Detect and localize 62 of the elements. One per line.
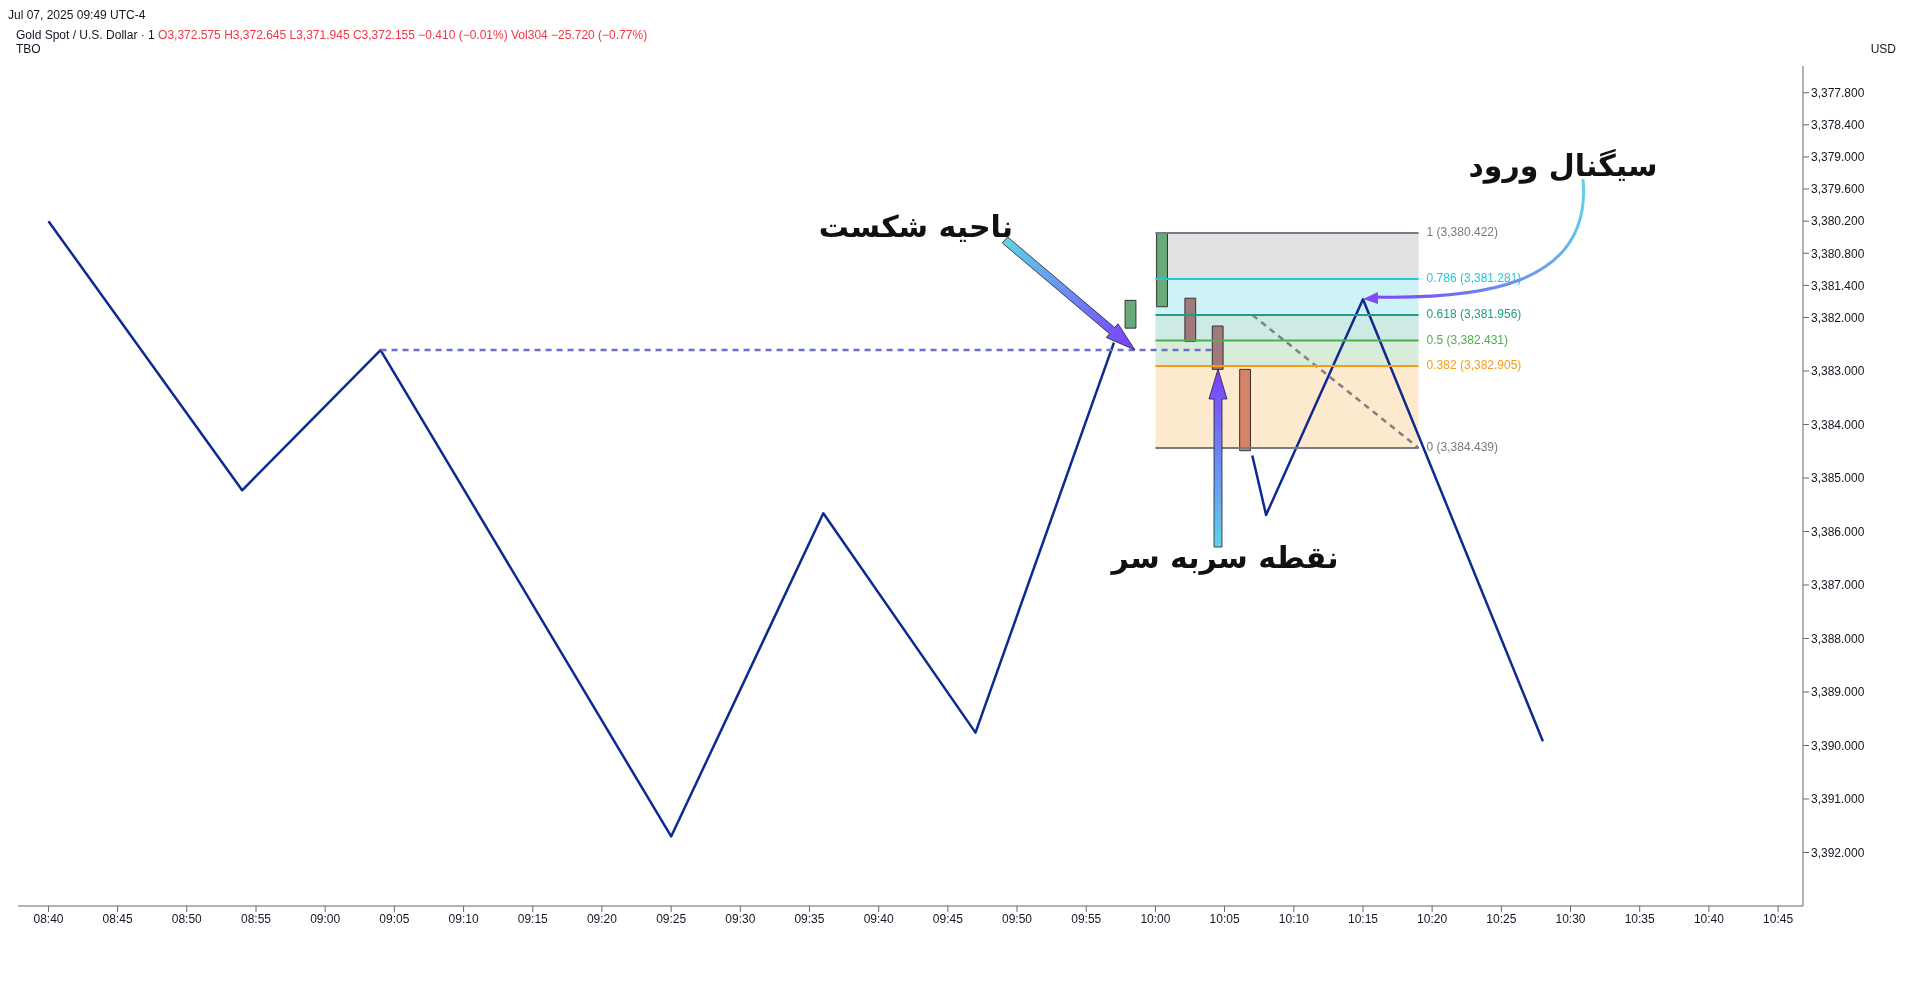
- series-label: 1 (3,380.422): [1426, 225, 1498, 240]
- x-tick-label: 08:55: [241, 911, 272, 926]
- y-tick-label: 3,378.400: [1811, 118, 1865, 133]
- series-label: 0.786 (3,381.281): [1426, 271, 1522, 286]
- chart-subtitle: O3,372.575 H3,372.645 L3,371.945 C3,372.155 −0.410 (−0.01%) Vol304 −25.720 (−0.77%): [158, 28, 648, 42]
- y-tick-label: 3,389.000: [1811, 685, 1865, 700]
- x-tick-label: 09:40: [863, 911, 895, 926]
- y-tick-label: 3,377.800: [1811, 86, 1865, 101]
- x-tick-label: 09:20: [586, 911, 618, 926]
- x-tick-label: 08:40: [33, 911, 64, 926]
- x-tick-label: 10:10: [1278, 911, 1310, 926]
- x-tick-label: 09:35: [794, 911, 825, 926]
- series-label: 0.618 (3,381.956): [1426, 307, 1522, 322]
- series-label: 0.5 (3,382.431): [1426, 332, 1509, 347]
- x-tick-label: 08:45: [102, 911, 133, 926]
- x-tick-label: 10:25: [1486, 911, 1517, 926]
- x-tick-label: 08:50: [171, 911, 203, 926]
- x-tick-label: 09:25: [656, 911, 687, 926]
- y-tick-label: 3,385.000: [1811, 471, 1865, 486]
- x-tick-label: 09:10: [448, 911, 479, 926]
- x-tick-label: 10:20: [1417, 911, 1448, 926]
- series-label: 0.382 (3,382.905): [1426, 358, 1522, 373]
- x-tick-label: 09:15: [517, 911, 549, 926]
- y-tick-label: 3,384.000: [1811, 417, 1865, 432]
- x-tick-label: 10:35: [1624, 911, 1656, 926]
- text: TBO: [16, 42, 41, 56]
- candlestick: [1239, 368, 1251, 452]
- y-tick-label: 3,380.800: [1811, 246, 1865, 261]
- series-label: 0 (3,384.439): [1426, 440, 1498, 455]
- candlestick: [1184, 297, 1197, 343]
- annotation: ناحیه شکست: [818, 208, 1014, 244]
- x-tick-label: 10:15: [1347, 911, 1379, 926]
- x-tick-label: 09:05: [379, 911, 410, 926]
- y-tick-label: 3,392.000: [1811, 845, 1865, 860]
- y-tick-label: 3,391.000: [1811, 792, 1865, 807]
- y-axis-title: USD: [1870, 42, 1896, 56]
- annotation: نقطه سربه سر: [1109, 539, 1339, 575]
- x-tick-label: 09:45: [932, 911, 964, 926]
- x-tick-label: 10:05: [1209, 911, 1240, 926]
- x-tick-label: 10:30: [1555, 911, 1586, 926]
- annotation: سیگنال ورود: [1468, 147, 1658, 184]
- chart-title: Gold Spot / U.S. Dollar · 1: [16, 28, 155, 42]
- y-tick-label: 3,381.400: [1811, 278, 1865, 293]
- y-tick-label: 3,390.000: [1811, 738, 1865, 753]
- y-tick-label: 3,379.600: [1811, 182, 1865, 197]
- y-tick-label: 3,386.000: [1811, 524, 1865, 539]
- y-tick-label: 3,387.000: [1811, 578, 1865, 593]
- y-tick-label: 3,383.000: [1811, 364, 1865, 379]
- x-tick-label: 10:00: [1140, 911, 1171, 926]
- candlestick: [1156, 232, 1168, 308]
- y-tick-label: 3,379.000: [1811, 150, 1865, 165]
- x-tick-label: 10:40: [1693, 911, 1725, 926]
- x-tick-label: 09:30: [725, 911, 756, 926]
- text: Jul 07, 2025 09:49 UTC-4: [8, 8, 147, 24]
- x-tick-label: 09:50: [1002, 911, 1033, 926]
- x-tick-label: 09:00: [310, 911, 341, 926]
- y-tick-label: 3,382.000: [1811, 310, 1865, 325]
- x-tick-label: 10:45: [1763, 911, 1794, 926]
- x-tick-label: 09:55: [1071, 911, 1102, 926]
- candlestick: [1124, 299, 1137, 329]
- y-tick-label: 3,380.200: [1811, 214, 1865, 229]
- y-tick-label: 3,388.000: [1811, 631, 1865, 646]
